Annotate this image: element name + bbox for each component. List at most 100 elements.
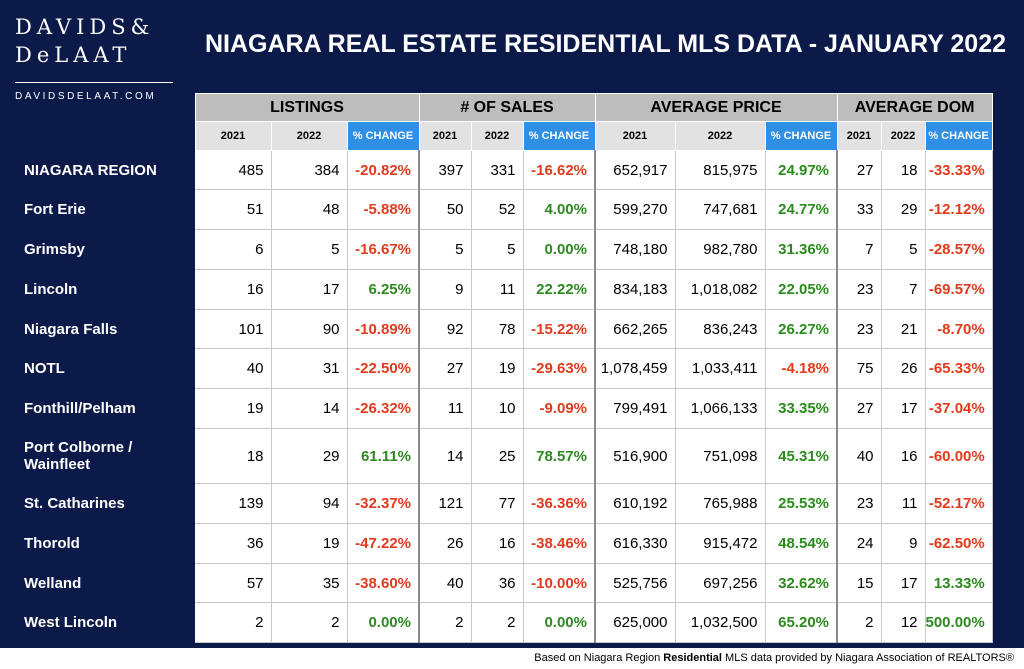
table-body: NIAGARA REGION 485 384 -20.82% 397 331 -16.62%… xyxy=(7,150,993,643)
pct-change-cell: 24.97% xyxy=(765,150,838,190)
pct-change-cell: -10.00% xyxy=(523,563,596,603)
value-cell: 40 xyxy=(837,428,882,484)
value-cell: 5 xyxy=(271,229,348,270)
value-cell: 748,180 xyxy=(595,229,676,270)
table-row: Thorold 36 19 -47.22% 26 16 -38.46% 616,330 915,… xyxy=(7,523,993,564)
subheader-pct-change: % CHANGE xyxy=(764,121,838,151)
pct-change-cell: 32.62% xyxy=(765,563,838,603)
value-cell: 57 xyxy=(195,563,272,603)
value-cell: 31 xyxy=(271,348,348,389)
subheader-year-2021: 2021 xyxy=(594,121,676,151)
value-cell: 40 xyxy=(419,563,472,603)
value-cell: 27 xyxy=(837,150,882,190)
pct-change-cell: -65.33% xyxy=(925,348,993,389)
pct-change-cell: -29.63% xyxy=(523,348,596,389)
group-header-listings: LISTINGS xyxy=(194,93,420,122)
value-cell: 12 xyxy=(881,602,926,643)
value-cell: 6 xyxy=(195,229,272,270)
subheader-year-2021: 2021 xyxy=(194,121,272,151)
value-cell: 16 xyxy=(195,269,272,310)
value-cell: 16 xyxy=(881,428,926,484)
value-cell: 747,681 xyxy=(675,189,766,230)
value-cell: 834,183 xyxy=(595,269,676,310)
region-name: NOTL xyxy=(7,348,195,389)
pct-change-cell: 65.20% xyxy=(765,602,838,643)
subheader-year-2021: 2021 xyxy=(836,121,882,151)
pct-change-cell: -12.12% xyxy=(925,189,993,230)
value-cell: 23 xyxy=(837,269,882,310)
group-header-average-dom: AVERAGE DOM xyxy=(836,93,993,122)
value-cell: 19 xyxy=(195,388,272,429)
source-footnote: Based on Niagara Region Residential MLS … xyxy=(534,652,1014,664)
value-cell: 1,018,082 xyxy=(675,269,766,310)
region-name: Port Colborne / Wainfleet xyxy=(7,428,195,484)
value-cell: 90 xyxy=(271,309,348,349)
value-cell: 18 xyxy=(881,150,926,190)
value-cell: 121 xyxy=(419,483,472,524)
value-cell: 1,032,500 xyxy=(675,602,766,643)
value-cell: 17 xyxy=(271,269,348,310)
value-cell: 78 xyxy=(471,309,524,349)
value-cell: 75 xyxy=(837,348,882,389)
pct-change-cell: -38.46% xyxy=(523,523,596,564)
value-cell: 11 xyxy=(419,388,472,429)
pct-change-cell: -52.17% xyxy=(925,483,993,524)
value-cell: 2 xyxy=(195,602,272,643)
value-cell: 2 xyxy=(271,602,348,643)
value-cell: 33 xyxy=(837,189,882,230)
pct-change-cell: -5.88% xyxy=(347,189,420,230)
table-row: St. Catharines 139 94 -32.37% 121 77 -36.36% 61… xyxy=(7,483,993,524)
region-name: Fonthill/Pelham xyxy=(7,388,195,429)
pct-change-cell: -36.36% xyxy=(523,483,596,524)
logo-line-1: DAVIDS& xyxy=(15,15,155,39)
footnote-bold: Residential xyxy=(663,652,722,664)
value-cell: 17 xyxy=(881,388,926,429)
value-cell: 915,472 xyxy=(675,523,766,564)
value-cell: 751,098 xyxy=(675,428,766,484)
value-cell: 17 xyxy=(881,563,926,603)
value-cell: 1,078,459 xyxy=(595,348,676,389)
value-cell: 36 xyxy=(195,523,272,564)
table-row: Port Colborne / Wainfleet 18 29 61.11% 14 25 7… xyxy=(7,428,993,484)
value-cell: 25 xyxy=(471,428,524,484)
value-cell: 27 xyxy=(419,348,472,389)
table-row: Welland 57 35 -38.60% 40 36 -10.00% 525,756 697,… xyxy=(7,563,993,603)
pct-change-cell: 31.36% xyxy=(765,229,838,270)
value-cell: 11 xyxy=(881,483,926,524)
pct-change-cell: -26.32% xyxy=(347,388,420,429)
mls-data-table: LISTINGS # OF SALES AVERAGE PRICE AVERAG… xyxy=(7,93,993,643)
value-cell: 5 xyxy=(881,229,926,270)
value-cell: 29 xyxy=(271,428,348,484)
corner-blank xyxy=(7,94,195,122)
value-cell: 836,243 xyxy=(675,309,766,349)
value-cell: 50 xyxy=(419,189,472,230)
pct-change-cell: -22.50% xyxy=(347,348,420,389)
region-name: Thorold xyxy=(7,523,195,564)
value-cell: 625,000 xyxy=(595,602,676,643)
value-cell: 5 xyxy=(471,229,524,270)
value-cell: 16 xyxy=(471,523,524,564)
value-cell: 799,491 xyxy=(595,388,676,429)
value-cell: 1,066,133 xyxy=(675,388,766,429)
value-cell: 29 xyxy=(881,189,926,230)
value-cell: 10 xyxy=(471,388,524,429)
pct-change-cell: -8.70% xyxy=(925,309,993,349)
table-row: West Lincoln 2 2 0.00% 2 2 0.00% 625,000 1,032,5… xyxy=(7,602,993,643)
value-cell: 5 xyxy=(419,229,472,270)
value-cell: 18 xyxy=(195,428,272,484)
value-cell: 2 xyxy=(837,602,882,643)
value-cell: 94 xyxy=(271,483,348,524)
logo-divider xyxy=(15,82,173,83)
pct-change-cell: 61.11% xyxy=(347,428,420,484)
value-cell: 23 xyxy=(837,309,882,349)
region-name: Niagara Falls xyxy=(7,309,195,349)
pct-change-cell: 13.33% xyxy=(925,563,993,603)
subheader-year-2022: 2022 xyxy=(470,121,524,151)
region-name: Lincoln xyxy=(7,269,195,310)
value-cell: 77 xyxy=(471,483,524,524)
company-logo: DAVIDS& DeLAAT DAVIDSDELAAT.COM xyxy=(15,14,180,102)
pct-change-cell: 0.00% xyxy=(523,602,596,643)
value-cell: 35 xyxy=(271,563,348,603)
value-cell: 51 xyxy=(195,189,272,230)
